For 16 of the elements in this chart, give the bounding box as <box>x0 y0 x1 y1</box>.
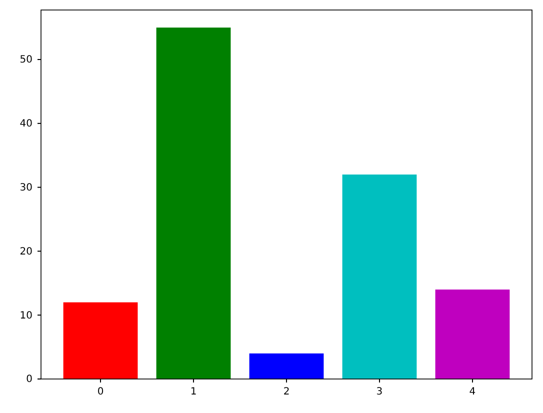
x-tick-label: 3 <box>376 386 383 398</box>
y-tick-label: 10 <box>20 310 32 322</box>
bar <box>249 353 324 379</box>
y-tick-label: 50 <box>20 54 32 66</box>
bar <box>156 28 231 379</box>
y-tick-label: 0 <box>26 374 32 386</box>
bar <box>342 174 417 379</box>
x-tick-label: 1 <box>190 386 197 398</box>
x-tick-label: 4 <box>469 386 476 398</box>
x-tick-label: 2 <box>283 386 290 398</box>
bar <box>435 290 510 379</box>
y-tick-label: 40 <box>20 118 32 130</box>
y-tick-label: 30 <box>20 182 32 194</box>
bar <box>63 302 138 379</box>
y-tick-label: 20 <box>20 246 32 258</box>
x-tick-label: 0 <box>97 386 104 398</box>
